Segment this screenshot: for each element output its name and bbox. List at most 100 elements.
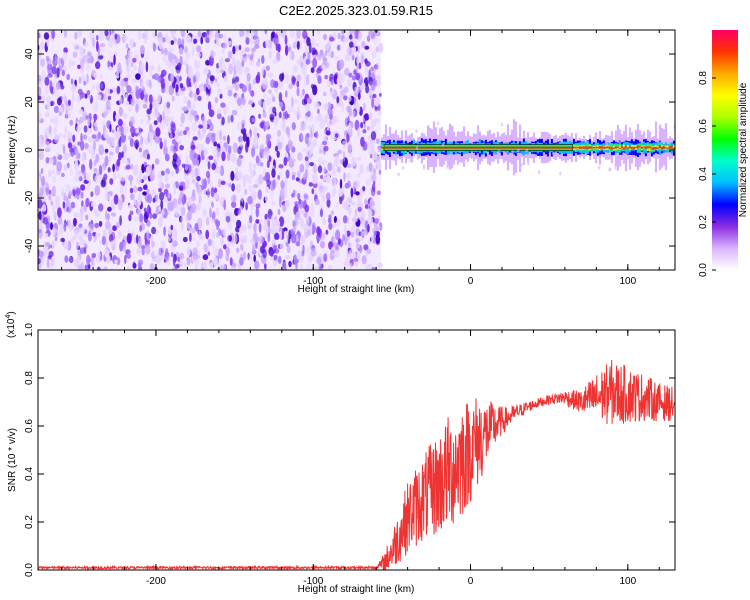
noise-speck [357, 92, 361, 100]
noise-speck [175, 164, 179, 174]
noise-speck [218, 58, 224, 70]
noise-speck [342, 234, 346, 242]
noise-speck [245, 37, 250, 45]
noise-speck [364, 58, 368, 64]
noise-speck [67, 218, 72, 230]
noise-speck [284, 34, 288, 45]
noise-speck [83, 80, 87, 86]
noise-speck [270, 190, 274, 200]
noise-speck [163, 102, 167, 112]
noise-speck [46, 141, 50, 151]
noise-speck [209, 261, 214, 269]
noise-speck [348, 151, 353, 158]
noise-speck [374, 97, 380, 107]
noise-speck [250, 147, 256, 158]
noise-speck [288, 50, 293, 61]
noise-speck [336, 218, 340, 227]
noise-speck [169, 133, 173, 139]
noise-speck [251, 30, 255, 38]
noise-speck [297, 105, 301, 114]
noise-speck [87, 51, 92, 58]
signal-speck [479, 134, 482, 139]
noise-speck [51, 240, 55, 249]
noise-speck [39, 175, 42, 182]
noise-speck [370, 30, 374, 38]
noise-speck [68, 256, 73, 263]
noise-speck [304, 156, 309, 162]
noise-speck [142, 150, 146, 158]
noise-speck [286, 245, 291, 254]
noise-speck [137, 186, 143, 192]
noise-speck [279, 196, 282, 208]
noise-speck [45, 157, 50, 164]
noise-speck [363, 102, 366, 112]
noise-speck [327, 264, 333, 270]
noise-speck [287, 106, 294, 113]
noise-speck [346, 132, 349, 144]
noise-speck [129, 193, 135, 201]
noise-speck [79, 46, 84, 56]
noise-speck [288, 260, 292, 268]
noise-speck [371, 186, 376, 197]
noise-speck [302, 147, 307, 153]
noise-speck [336, 166, 341, 173]
noise-speck [370, 81, 376, 92]
noise-speck [147, 114, 151, 121]
noise-speck [248, 184, 254, 193]
noise-speck [149, 212, 153, 220]
noise-speck [91, 134, 97, 140]
noise-speck [277, 208, 281, 215]
noise-speck [252, 136, 259, 147]
spectrogram-noise-region [38, 30, 384, 270]
noise-speck [209, 75, 215, 82]
noise-speck [271, 168, 276, 178]
noise-speck [185, 63, 189, 75]
signal-cell [618, 147, 622, 150]
noise-speck [244, 174, 250, 181]
noise-speck [291, 96, 294, 108]
noise-speck [262, 101, 266, 111]
noise-speck [58, 133, 63, 138]
noise-speck [215, 220, 221, 227]
noise-speck [360, 237, 364, 242]
noise-speck [67, 111, 72, 119]
noise-speck [38, 263, 42, 270]
noise-speck [295, 36, 298, 44]
noise-speck [163, 140, 167, 149]
signal-speck [614, 165, 617, 170]
noise-speck [55, 151, 60, 158]
noise-speck [79, 116, 84, 124]
noise-speck [157, 37, 163, 43]
noise-speck [208, 109, 215, 118]
noise-speck [278, 79, 281, 90]
colorbar-tick-label: 0.4 [698, 167, 709, 181]
noise-speck [201, 128, 206, 138]
noise-speck [295, 259, 298, 270]
noise-speck [330, 210, 335, 216]
noise-speck [203, 148, 208, 156]
noise-speck [242, 132, 247, 142]
noise-speck [99, 43, 106, 48]
noise-speck [246, 54, 251, 59]
noise-speck [284, 110, 289, 120]
noise-speck [132, 185, 138, 193]
noise-speck [77, 85, 80, 90]
noise-speck [227, 50, 233, 59]
noise-speck [371, 97, 374, 109]
noise-speck [115, 134, 120, 140]
noise-speck [182, 106, 188, 112]
noise-speck [317, 165, 323, 174]
noise-speck [100, 47, 104, 53]
noise-speck [79, 247, 85, 255]
noise-speck [111, 62, 114, 68]
noise-speck [192, 252, 197, 257]
noise-speck [71, 92, 75, 102]
noise-speck [155, 127, 161, 137]
noise-speck [337, 149, 342, 155]
noise-speck [73, 42, 78, 47]
noise-speck [270, 227, 276, 235]
signal-cell [648, 145, 652, 151]
noise-speck [353, 89, 359, 97]
noise-speck [365, 178, 371, 187]
